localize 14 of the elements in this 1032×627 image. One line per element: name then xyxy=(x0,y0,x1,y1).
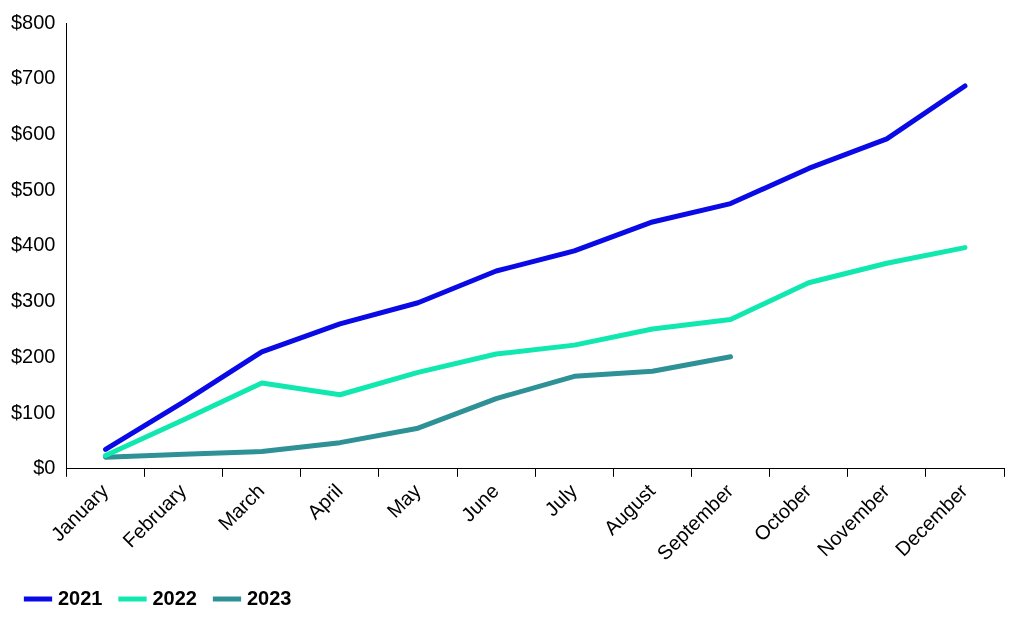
legend-label: 2023 xyxy=(246,586,292,609)
y-tick-label: $100 xyxy=(10,400,56,423)
x-tick-label: May xyxy=(382,479,425,522)
y-tick-label: $600 xyxy=(10,121,56,144)
legend-label: 2022 xyxy=(152,586,197,609)
y-tick-label: $0 xyxy=(33,456,56,479)
y-tick-label: $500 xyxy=(10,177,56,200)
y-tick-label: $700 xyxy=(10,66,56,89)
legend-label: 2021 xyxy=(58,586,103,609)
y-tick-label: $200 xyxy=(10,344,56,367)
y-tick-label: $800 xyxy=(10,10,56,33)
y-tick-label: $300 xyxy=(10,289,56,312)
x-tick-label: July xyxy=(540,479,582,521)
y-tick-label: $400 xyxy=(10,233,56,256)
